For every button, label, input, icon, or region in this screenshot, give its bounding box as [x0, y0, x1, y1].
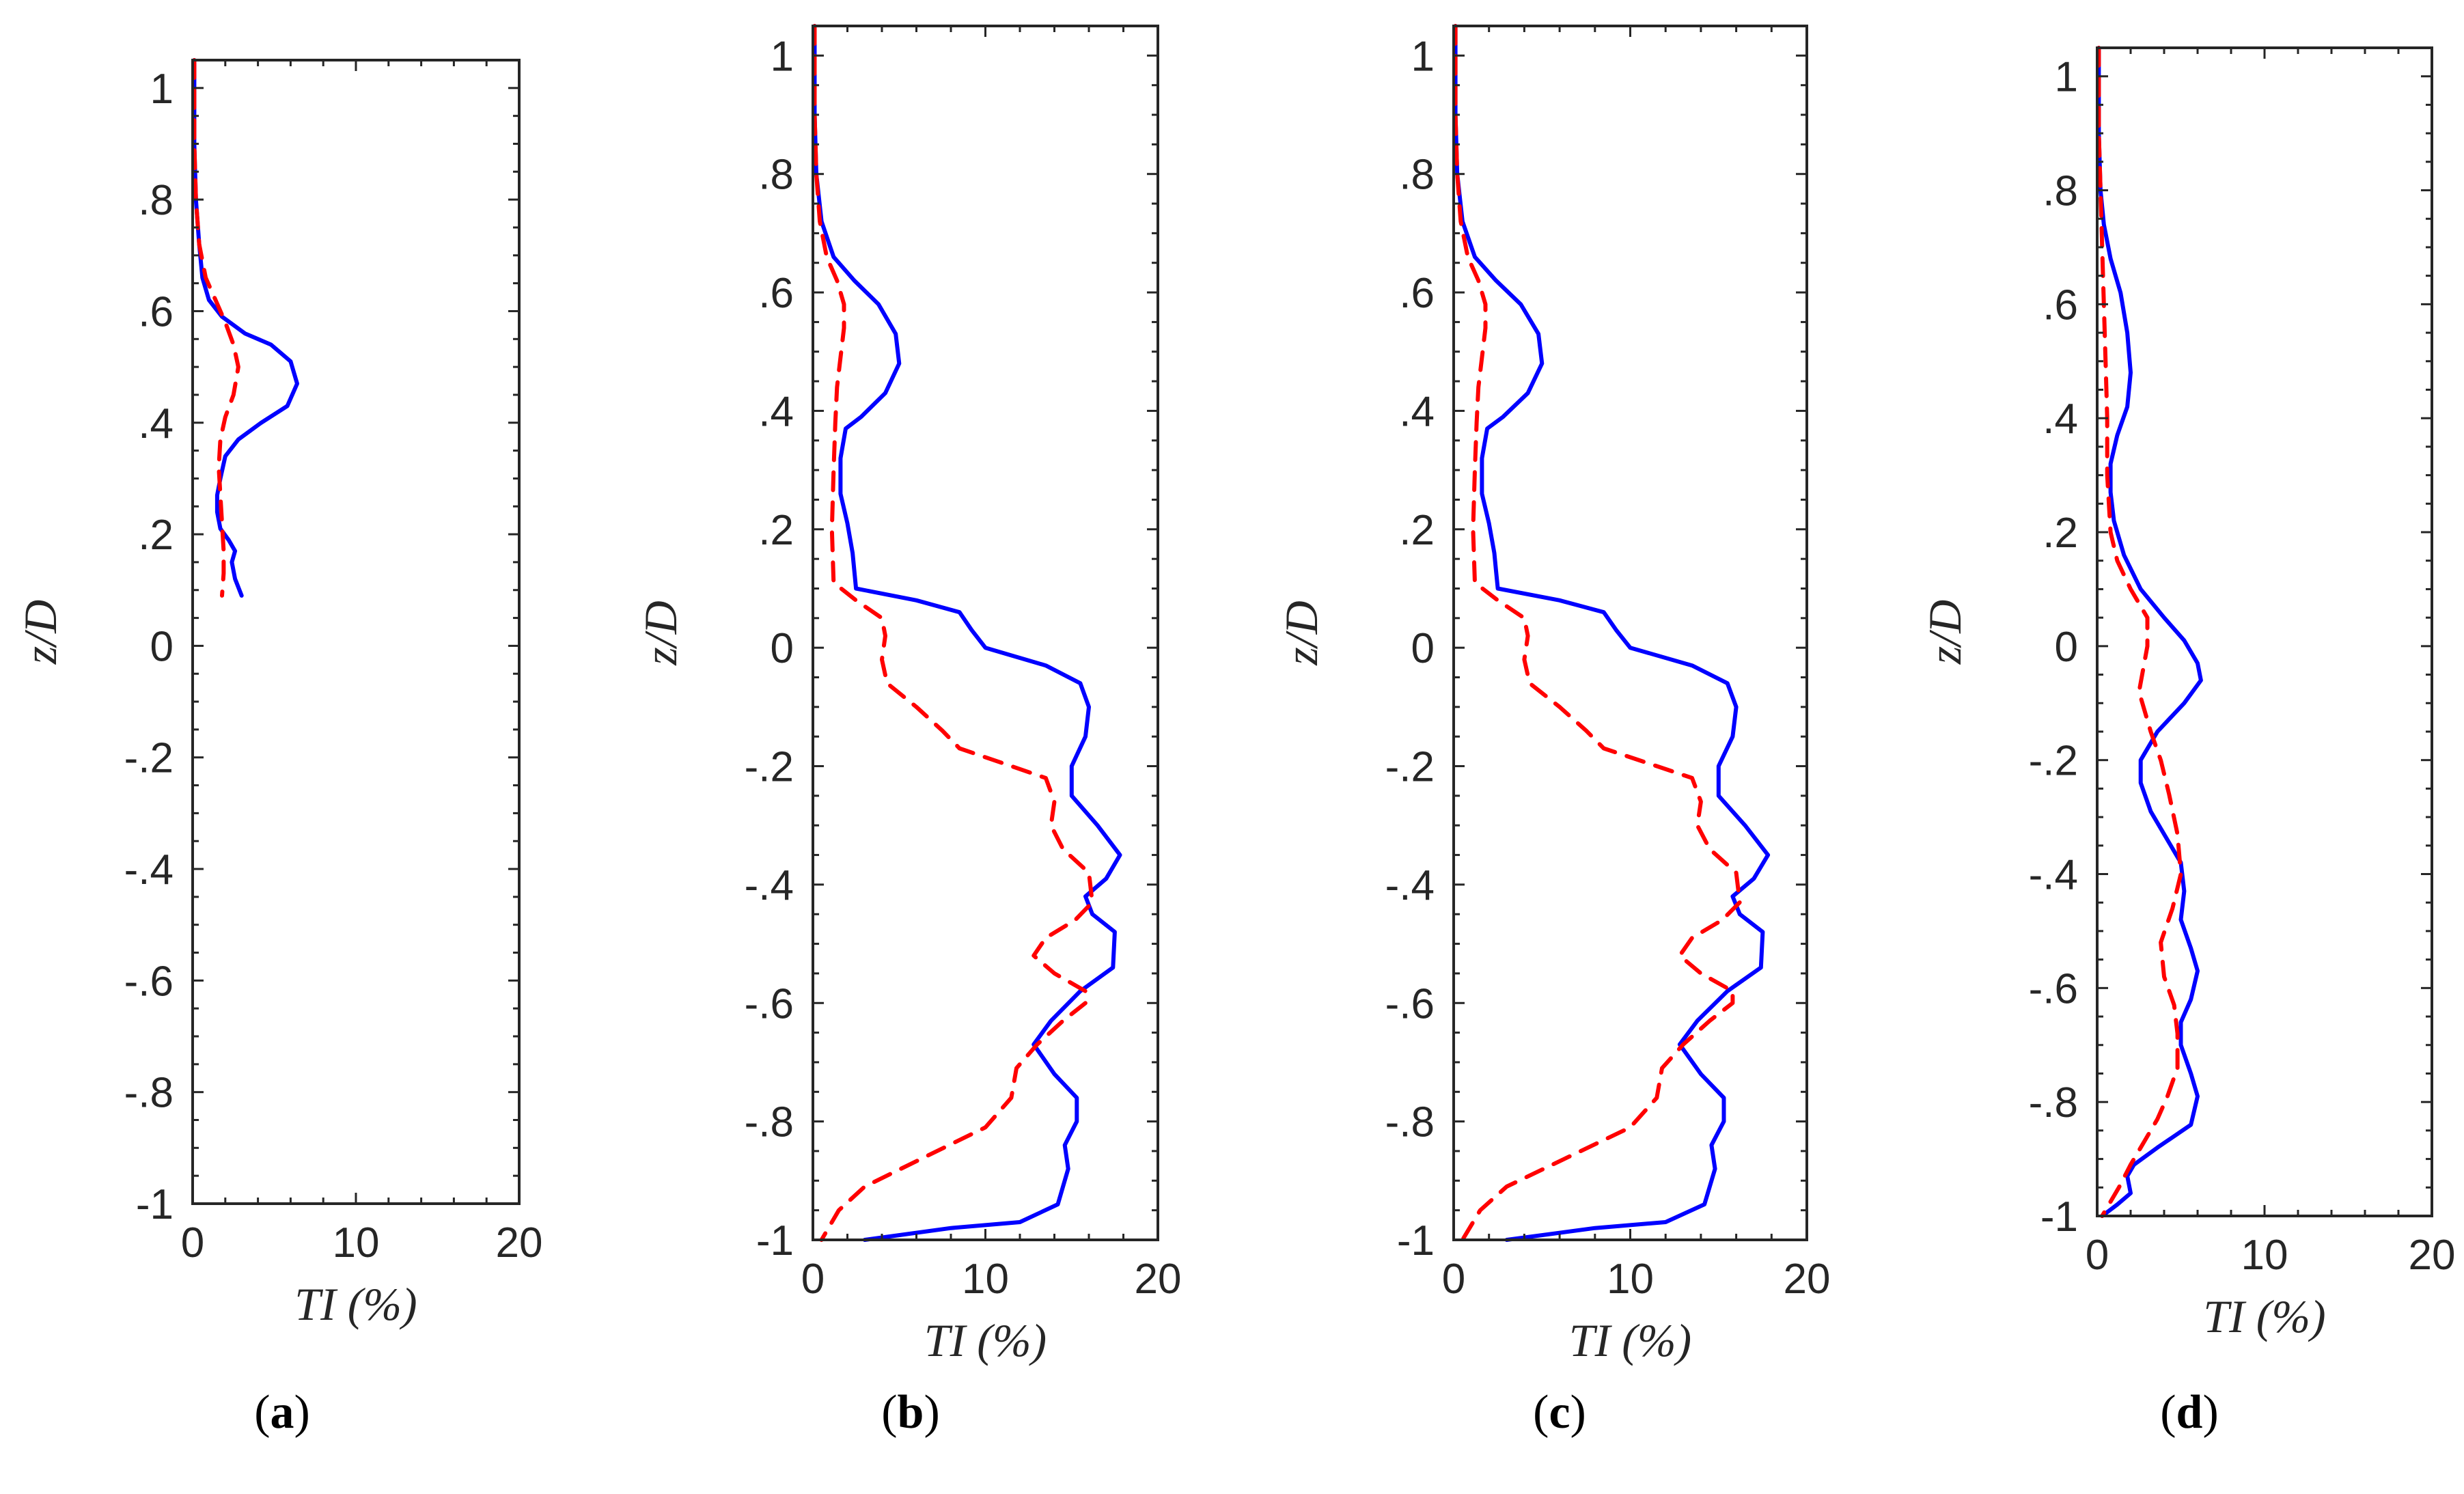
- x-tick-label: 20: [1784, 1256, 1831, 1303]
- panel-c: 0 10 20 1 .8 .6 .4 .2 0 -.2 -.4 -.6 -.8 -1 TI (%) z/D (c…: [1275, 24, 1831, 1439]
- x-tick-label: 20: [1135, 1256, 1182, 1303]
- series-solid-line: [2096, 46, 2203, 1218]
- x-tick-label: 10: [2241, 1232, 2288, 1279]
- x-axis-label: TI (%): [1569, 1314, 1691, 1366]
- y-tick-label: -1: [136, 1181, 174, 1228]
- y-tick-label: .8: [1399, 152, 1435, 199]
- y-tick-label: -.6: [2029, 965, 2078, 1012]
- y-tick-label: -.2: [124, 735, 174, 782]
- y-tick-label: -.4: [2029, 852, 2078, 899]
- y-tick-label: -.4: [1385, 862, 1435, 909]
- x-tick-label: 20: [2409, 1232, 2456, 1279]
- y-tick-label: -.8: [1385, 1099, 1435, 1146]
- series-dashed-line: [2096, 46, 2183, 1218]
- y-tick-label: 0: [771, 625, 794, 672]
- y-tick-label: .6: [2043, 281, 2078, 329]
- y-tick-label: -.2: [2029, 738, 2078, 785]
- y-tick-label: .6: [138, 288, 174, 335]
- y-axis-label: z/D: [635, 600, 687, 665]
- x-tick-label: 0: [2086, 1232, 2109, 1279]
- y-axis-label: z/D: [1919, 600, 1971, 665]
- y-axis-label: z/D: [14, 600, 66, 665]
- y-tick-label: 0: [1411, 625, 1435, 672]
- panel-d: 0 10 20 1 .8 .6 .4 .2 0 -.2 -.4 -.6 -.8 -1 TI (%) z/D (d…: [1919, 46, 2456, 1439]
- y-tick-label: .6: [758, 270, 794, 317]
- y-axis-label: z/D: [1275, 600, 1327, 665]
- series-solid-line: [812, 24, 1122, 1242]
- y-tick-label: -.4: [124, 846, 174, 894]
- y-tick-label: .8: [758, 152, 794, 199]
- series-solid-line: [1453, 24, 1771, 1242]
- x-tick-label: 0: [181, 1219, 204, 1267]
- y-tick-label: 1: [1411, 33, 1435, 80]
- series-dashed-line: [812, 24, 1094, 1242]
- y-tick-label: .2: [758, 507, 794, 554]
- y-tick-label: -.2: [1385, 744, 1435, 791]
- y-tick-label: -.6: [745, 980, 794, 1027]
- y-tick-label: 1: [150, 66, 174, 113]
- series-solid-line: [192, 58, 299, 598]
- y-tick-label: 1: [771, 33, 794, 80]
- y-tick-label: 0: [2055, 624, 2078, 671]
- y-tick-label: .4: [2043, 396, 2078, 443]
- panel-label: (c): [1533, 1386, 1586, 1439]
- panel-label: (b): [881, 1386, 940, 1439]
- panel-label: (d): [2160, 1386, 2219, 1439]
- y-tick-label: -1: [2040, 1193, 2078, 1241]
- y-tick-label: .2: [138, 512, 174, 559]
- x-axis-label: TI (%): [294, 1278, 417, 1330]
- y-tick-label: -.8: [2029, 1079, 2078, 1126]
- x-tick-label: 10: [962, 1256, 1009, 1303]
- x-axis-label: TI (%): [924, 1314, 1047, 1366]
- y-tick-label: -.6: [124, 958, 174, 1005]
- x-tick-label: 0: [801, 1256, 825, 1303]
- panel-a: 0 10 20 1 .8 .6 .4 .2 0 -.2 -.4 -.6 -.8 -1 TI (%) z/D (a…: [14, 58, 543, 1439]
- y-tick-label: -.8: [124, 1070, 174, 1117]
- y-tick-label: .6: [1399, 270, 1435, 317]
- x-tick-label: 10: [1607, 1256, 1654, 1303]
- x-axis-label: TI (%): [2203, 1290, 2325, 1342]
- y-tick-label: .4: [758, 388, 794, 435]
- y-tick-label: 0: [150, 623, 174, 670]
- y-tick-label: .2: [2043, 510, 2078, 557]
- y-tick-label: .4: [1399, 388, 1435, 435]
- y-tick-label: -1: [756, 1217, 794, 1264]
- panel-b: 0 10 20 1 .8 .6 .4 .2 0 -.2 -.4 -.6 -.8 -1 TI (%) z/D (b…: [635, 24, 1182, 1439]
- panel-label: (a): [254, 1386, 310, 1439]
- x-tick-label: 20: [496, 1219, 543, 1267]
- y-tick-label: .4: [138, 400, 174, 447]
- y-tick-label: -.2: [745, 744, 794, 791]
- y-tick-label: .8: [138, 177, 174, 224]
- y-tick-label: .8: [2043, 168, 2078, 215]
- y-tick-label: -.4: [745, 862, 794, 909]
- x-tick-label: 10: [333, 1219, 380, 1267]
- y-tick-label: -1: [1397, 1217, 1435, 1264]
- y-tick-label: -.8: [745, 1099, 794, 1146]
- y-tick-label: .2: [1399, 507, 1435, 554]
- x-tick-label: 0: [1442, 1256, 1465, 1303]
- y-tick-label: 1: [2055, 54, 2078, 101]
- y-tick-label: -.6: [1385, 980, 1435, 1027]
- series-dashed-line: [1453, 24, 1742, 1242]
